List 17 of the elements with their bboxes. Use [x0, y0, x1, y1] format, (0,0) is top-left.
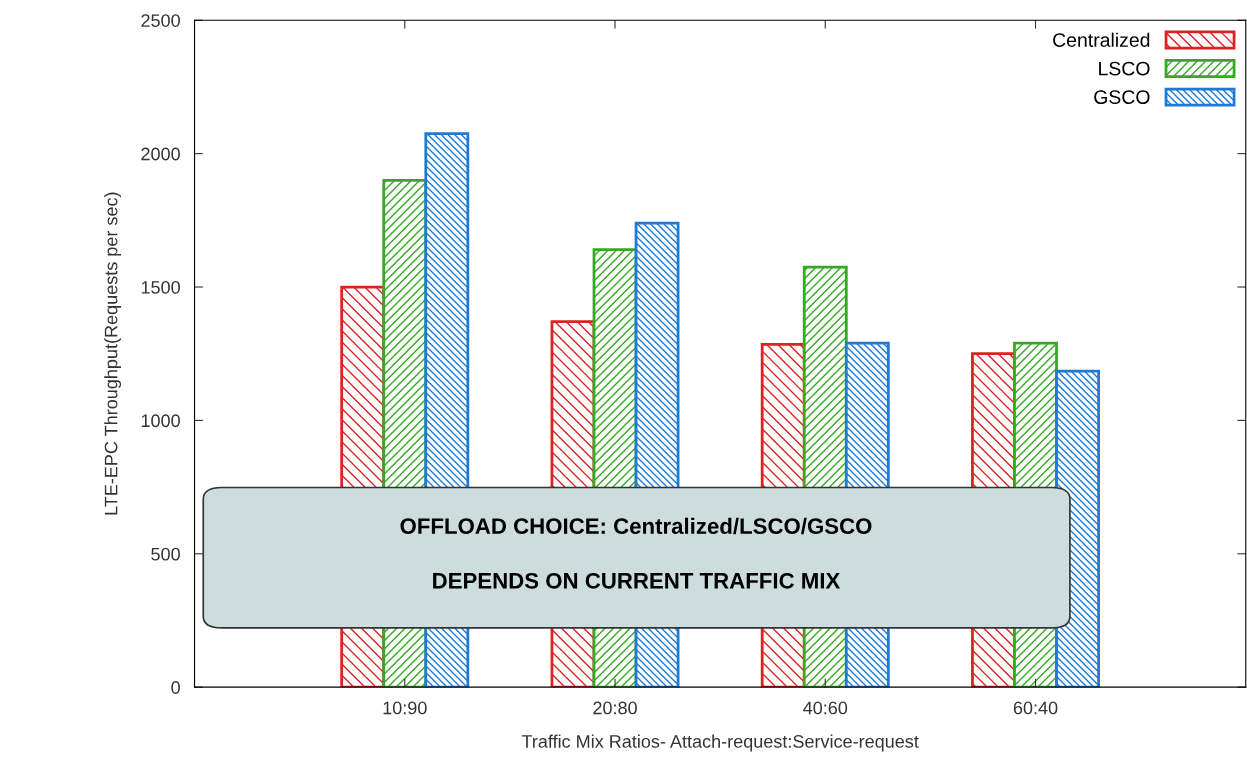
y-tick-label: 0: [171, 681, 180, 694]
x-tick-label: 20:80: [593, 701, 637, 715]
legend-label: LSCO: [1099, 61, 1150, 76]
annotation: DEPENDS ON CURRENT TRAFFIC MIX: [433, 572, 841, 589]
y-tick-label: 500: [151, 547, 180, 561]
x-axis-title: Traffic Mix Ratios- Attach-request:Service-request: [521, 734, 919, 752]
y-axis-title: LTE-EPC Throughput(Requests per sec): [104, 192, 122, 515]
legend-label: Centralized: [1053, 32, 1150, 47]
x-tick-label: 60:40: [1013, 701, 1058, 715]
annotation: OFFLOAD CHOICE: Centralized/LSCO/GSCO: [400, 517, 872, 535]
y-tick-label: 2500: [141, 14, 180, 27]
y-tick-label: 1000: [141, 414, 180, 428]
y-tick-label: 1500: [141, 280, 180, 294]
x-tick-label: 40:60: [803, 701, 848, 715]
y-tick-label: 2000: [141, 147, 180, 161]
x-tick-label: 10:90: [383, 701, 427, 715]
legend-label: GSCO: [1094, 90, 1150, 104]
